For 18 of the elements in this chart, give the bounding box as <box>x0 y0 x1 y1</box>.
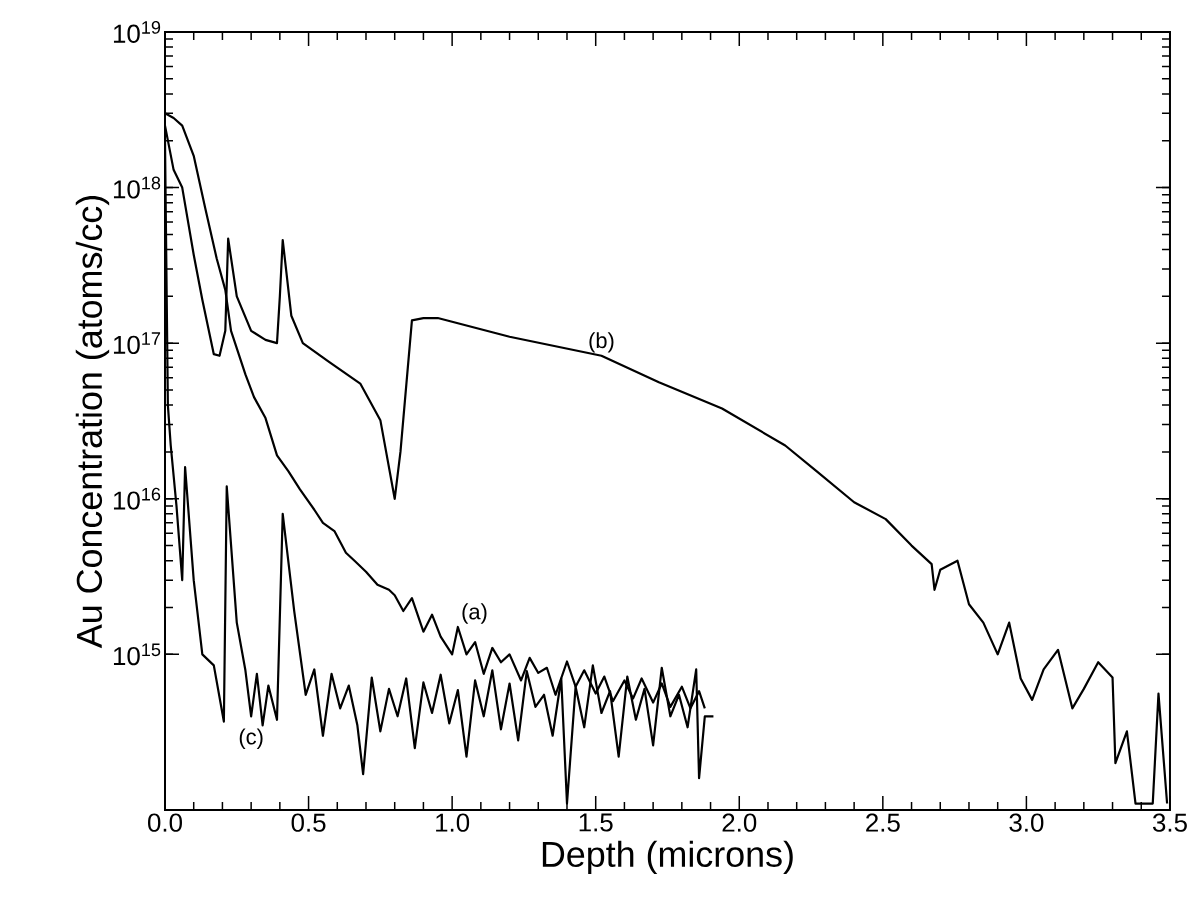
x-tick-label: 0.0 <box>148 813 182 832</box>
y-tick-label: 10$^{16}$ <box>113 487 161 510</box>
y-axis-title: Au Concentration (atoms/cc) <box>75 196 110 649</box>
x-tick-label: 0.5 <box>291 813 326 832</box>
x-axis-title: Depth (microns) <box>542 840 793 875</box>
x-tick-label: 2.5 <box>866 813 900 832</box>
series-label: (c) <box>239 728 263 749</box>
x-tick-label: 3.0 <box>1009 813 1044 832</box>
y-tick-label: 10$^{18}$ <box>113 176 161 199</box>
series-label: (a) <box>462 603 487 624</box>
x-tick-label: 2.0 <box>722 813 757 832</box>
x-tick-label: 3.5 <box>1152 813 1187 832</box>
x-tick-label: 1.0 <box>436 813 470 832</box>
y-tick-label: 10$^{19}$ <box>113 21 161 43</box>
series-label: (b) <box>589 332 614 353</box>
y-tick-label: 10$^{17}$ <box>113 332 161 355</box>
y-tick-label: 10$^{15}$ <box>113 643 161 666</box>
x-tick-label: 1.5 <box>579 813 613 832</box>
